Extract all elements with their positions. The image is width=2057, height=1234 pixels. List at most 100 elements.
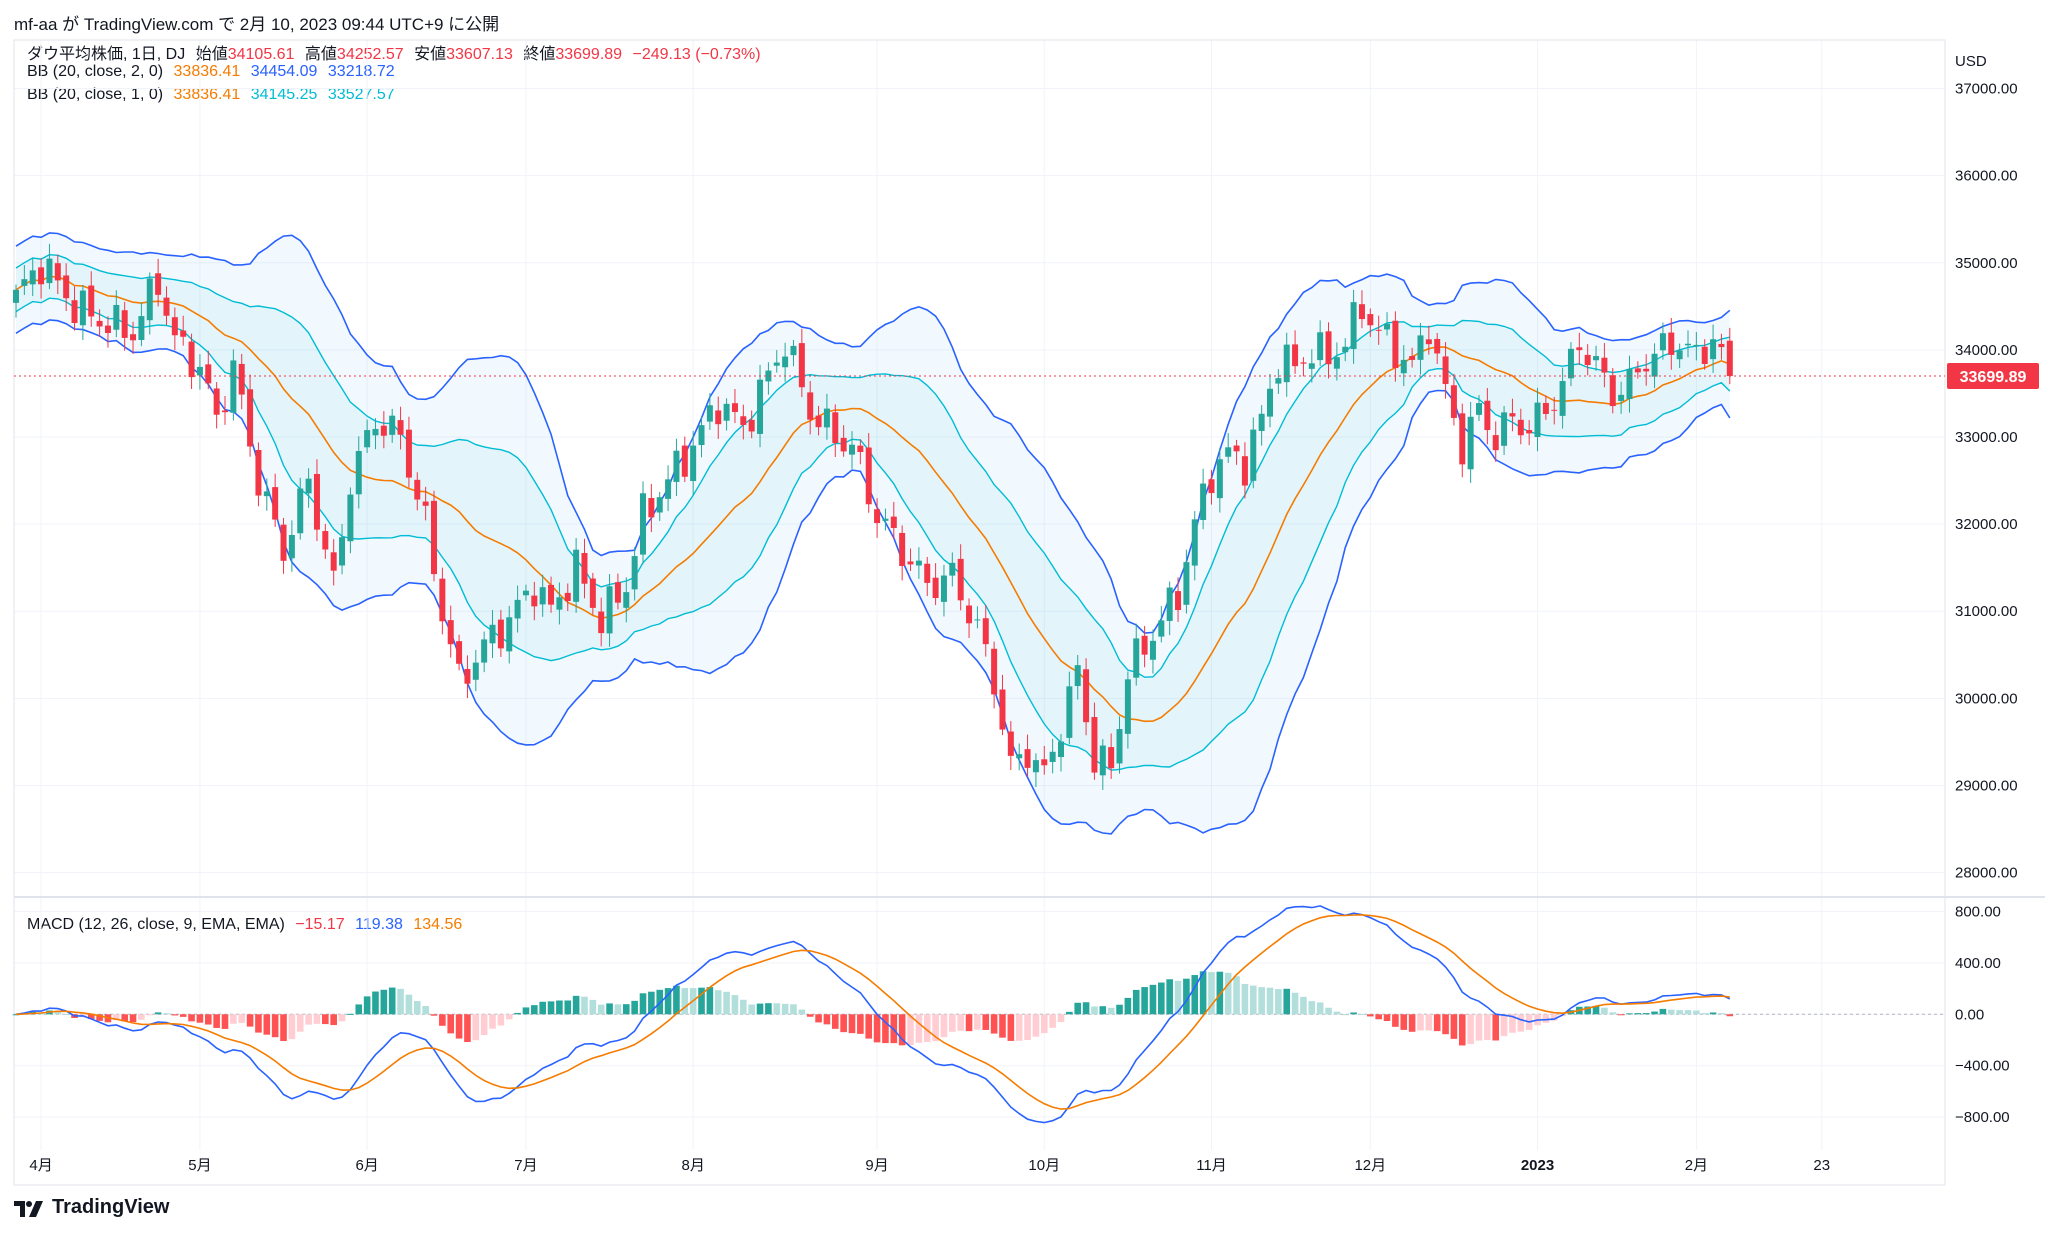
candle-body (180, 330, 187, 337)
candle-body (21, 279, 28, 286)
last-price-tag-text: 33699.89 (1960, 369, 2027, 386)
macd-histogram-bar (1584, 1006, 1591, 1015)
candle-body (238, 363, 245, 395)
candle-body (564, 592, 571, 602)
macd-histogram-bar (96, 1014, 103, 1021)
price-tick-label: 28000.00 (1955, 865, 2018, 882)
macd-histogram-bar (330, 1014, 337, 1026)
bb1-legend[interactable]: BB (20, close, 1, 0) 33836.41 34145.25 3… (27, 86, 401, 104)
candle-body (581, 552, 588, 584)
macd-histogram-bar (196, 1014, 204, 1023)
candle-body (748, 419, 755, 432)
macd-histogram-bar (999, 1014, 1006, 1038)
candle-body (1676, 350, 1683, 360)
macd-histogram-bar (1057, 1014, 1065, 1022)
macd-label[interactable]: MACD (12, 26, close, 9, EMA, EMA) (27, 916, 285, 933)
macd-histogram-bar (622, 1004, 630, 1015)
bb1-upper-line (15, 253, 1730, 678)
candle-body (1133, 638, 1140, 678)
candle-body (531, 595, 538, 607)
time-tick-label: 6月 (355, 1157, 378, 1174)
macd-histogram-bar (87, 1014, 95, 1020)
macd-histogram-bar (1634, 1013, 1642, 1015)
candle-body (690, 445, 697, 481)
candle-body (1049, 751, 1056, 762)
macd-histogram-bar (1350, 1012, 1357, 1015)
macd-histogram-bar (606, 1003, 613, 1015)
macd-histogram-bar (1601, 1007, 1608, 1015)
candle-body (1701, 346, 1708, 364)
macd-histogram-bar (246, 1014, 254, 1027)
candle-body (1283, 344, 1290, 383)
candle-body (740, 416, 747, 425)
candle-body (389, 415, 396, 435)
candle-body (798, 343, 805, 388)
macd-histogram-bar (539, 1001, 546, 1015)
candle-body (422, 501, 429, 506)
price-legend: ダウ平均株価, 1日, DJ 始値34105.61 高値34252.57 安値3… (27, 40, 767, 64)
candle-body (857, 445, 864, 453)
tradingview-footer[interactable]: TradingView (14, 1196, 169, 1219)
bb1-mid-value: 33836.41 (173, 86, 241, 103)
bb2-upper-line (15, 232, 1731, 634)
macd-histogram-bar (940, 1014, 948, 1038)
macd-histogram-bar (1149, 984, 1157, 1015)
macd-histogram-bar (1199, 971, 1207, 1015)
macd-histogram-bar (531, 1005, 538, 1015)
candle-body (472, 662, 479, 680)
macd-histogram-bar (1425, 1014, 1433, 1031)
candle-body (247, 389, 254, 447)
macd-histogram-bar (204, 1014, 212, 1025)
macd-histogram-bar (505, 1014, 513, 1020)
time-tick-label: 2023 (1521, 1157, 1554, 1174)
macd-histogram-bar (898, 1014, 906, 1046)
candle-body (380, 425, 387, 436)
candle-body (681, 445, 688, 477)
candle-body (63, 275, 70, 299)
macd-histogram-bar (489, 1014, 496, 1029)
macd-histogram-bar (113, 1014, 120, 1021)
macd-histogram-bar (1191, 975, 1199, 1015)
bb2-legend[interactable]: BB (20, close, 2, 0) 33836.41 34454.09 3… (27, 63, 401, 81)
macd-histogram-bar (179, 1014, 187, 1017)
macd-histogram-bar (840, 1014, 847, 1033)
macd-histogram-bar (12, 1014, 20, 1016)
candle-body (1208, 479, 1215, 494)
macd-histogram-bar (773, 1003, 781, 1015)
macd-hist-value: −15.17 (295, 916, 345, 933)
candles (13, 243, 1945, 790)
candle-body (1116, 729, 1123, 764)
price-tick-label: 32000.00 (1955, 516, 2018, 533)
macd-histogram-bar (480, 1014, 488, 1035)
macd-histogram-bar (1124, 997, 1132, 1015)
candle-body (890, 516, 897, 528)
symbol-label[interactable]: ダウ平均株価, 1日, DJ (27, 46, 186, 63)
candle-body (673, 450, 680, 482)
change-value: −249.13 (−0.73%) (632, 46, 761, 63)
macd-histogram-bar (1015, 1014, 1023, 1041)
candle-body (706, 405, 713, 422)
price-tick-label: 29000.00 (1955, 777, 2018, 794)
macd-histogram-bar (213, 1014, 220, 1028)
macd-histogram-bar (372, 991, 379, 1015)
candle-body (614, 582, 621, 603)
candle-body (731, 403, 738, 412)
bb2-label[interactable]: BB (20, close, 2, 0) (27, 63, 164, 80)
candle-body (1450, 385, 1457, 418)
candle-body (71, 300, 78, 324)
macd-histogram-bar (54, 1011, 62, 1015)
candle-body (1241, 456, 1248, 486)
candle-body (1467, 416, 1474, 470)
macd-legend[interactable]: MACD (12, 26, close, 9, EMA, EMA) −15.17… (27, 916, 468, 934)
macd-histogram-bar (129, 1014, 137, 1023)
macd-histogram-bar (1224, 972, 1232, 1015)
candle-body (924, 563, 931, 583)
candle-body (1559, 381, 1566, 416)
bb1-label[interactable]: BB (20, close, 1, 0) (27, 86, 164, 103)
macd-histogram-bar (673, 985, 680, 1015)
bb2-lower-value: 33218.72 (327, 63, 395, 80)
candle-body (1058, 741, 1064, 758)
macd-histogram-bar (1500, 1014, 1508, 1037)
macd-histogram-bar (631, 1000, 638, 1015)
